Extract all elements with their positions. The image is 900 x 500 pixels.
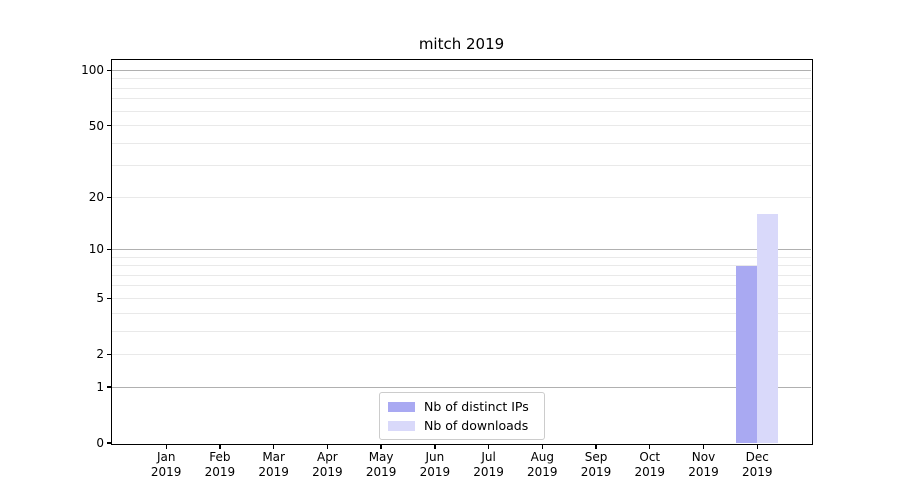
x-tick-mark: [434, 444, 436, 449]
gridline-minor: [112, 165, 811, 167]
x-tick-mark: [595, 444, 597, 449]
gridline-major: [112, 248, 811, 250]
bar-dec-series0: [736, 265, 758, 443]
y-tick-mark: [106, 353, 111, 356]
x-tick-label-sep: Sep 2019: [580, 450, 612, 479]
x-tick-mark: [702, 444, 705, 449]
x-tick-label-aug: Aug 2019: [527, 450, 558, 479]
gridline-major: [112, 386, 811, 388]
gridline-major: [112, 69, 811, 71]
x-tick-label-jun: Jun 2019: [419, 450, 451, 479]
gridline-minor: [112, 274, 811, 276]
y-tick-label: 2: [96, 347, 104, 362]
x-tick-label-dec: Dec 2019: [741, 450, 773, 479]
gridline-minor: [112, 353, 811, 355]
x-tick-label-jul: Jul 2019: [473, 450, 504, 479]
x-tick-mark: [272, 444, 275, 449]
x-tick-mark: [487, 444, 490, 449]
plot-area: [112, 60, 811, 443]
x-tick-label-oct: Oct 2019: [634, 450, 666, 479]
gridline-minor: [112, 110, 811, 112]
y-tick-label: 5: [96, 291, 104, 306]
gridline-minor: [112, 265, 811, 267]
x-tick-mark: [219, 444, 221, 449]
x-tick-label-mar: Mar 2019: [258, 450, 289, 479]
legend-item-distinct-ips: Nb of distinct IPs: [388, 399, 535, 414]
y-tick-label: 1: [96, 380, 104, 395]
gridline-minor: [112, 285, 811, 287]
legend-item-downloads: Nb of downloads: [388, 418, 535, 433]
bar-dec-series1: [757, 214, 779, 443]
x-tick-mark: [165, 444, 167, 449]
y-tick-label: 50: [88, 118, 104, 133]
gridline-minor: [112, 312, 811, 314]
y-tick-label: 0: [96, 436, 104, 450]
legend-label-distinct-ips: Nb of distinct IPs: [424, 399, 529, 414]
x-tick-mark: [756, 444, 758, 449]
gridline-minor: [112, 78, 811, 80]
chart-title: mitch 2019: [418, 35, 505, 53]
y-tick-mark: [106, 196, 111, 198]
y-tick-mark: [106, 297, 111, 300]
y-tick-label: 100: [81, 63, 104, 78]
x-tick-mark: [649, 444, 651, 449]
y-tick-label: 20: [88, 190, 104, 205]
x-tick-label-feb: Feb 2019: [204, 450, 236, 479]
x-tick-mark: [380, 444, 382, 449]
gridline-minor: [112, 125, 811, 127]
x-tick-label-may: May 2019: [365, 450, 397, 479]
gridline-minor: [112, 196, 811, 198]
y-tick-label: 10: [88, 242, 104, 257]
gridline-minor: [112, 330, 811, 332]
y-tick-mark: [106, 442, 111, 444]
y-tick-mark: [106, 69, 111, 72]
legend-swatch-downloads: [388, 420, 415, 431]
x-tick-label-jan: Jan 2019: [150, 450, 182, 479]
x-tick-mark: [326, 444, 329, 449]
legend: Nb of distinct IPs Nb of downloads: [379, 392, 545, 440]
gridline-minor: [112, 142, 811, 144]
x-tick-label-nov: Nov 2019: [688, 450, 719, 479]
y-tick-mark: [106, 124, 111, 127]
gridline-minor: [112, 256, 811, 258]
legend-label-downloads: Nb of downloads: [424, 418, 529, 433]
gridline-minor: [112, 297, 811, 299]
x-tick-label-apr: Apr 2019: [312, 450, 343, 479]
gridline-minor: [112, 87, 811, 89]
x-tick-mark: [541, 444, 543, 449]
legend-swatch-distinct-ips: [388, 401, 415, 412]
gridline-minor: [112, 98, 811, 100]
y-tick-mark: [106, 386, 111, 388]
y-tick-mark: [106, 248, 111, 251]
